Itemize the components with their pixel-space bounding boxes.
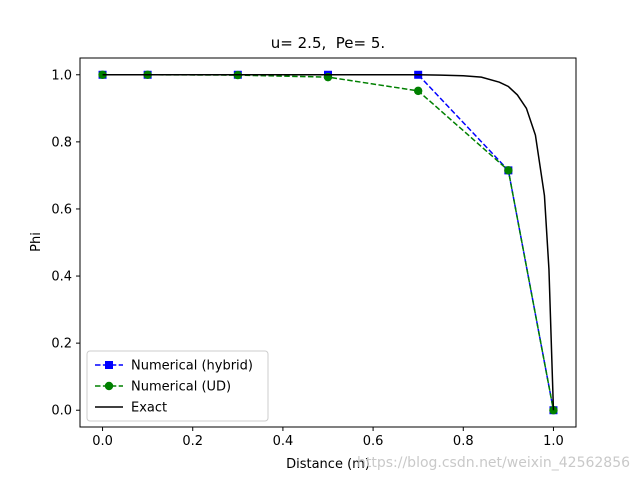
x-tick-label: 0.6: [363, 434, 384, 449]
axes-layer: 0.0 0.2 0.4 0.6 0.8 1.0 0.0 0.2 0.4 0.6 0.8 1.0: [51, 57, 577, 449]
legend-label: Numerical (UD): [131, 380, 231, 395]
x-tick-label: 0.2: [182, 434, 203, 449]
series-layer: [98, 70, 558, 415]
watermark-text: https://blog.csdn.net/weixin_42562856: [357, 455, 630, 471]
x-tick-label: 0.0: [92, 434, 113, 449]
y-tick-label: 0.2: [51, 337, 72, 352]
plot-frame: [79, 57, 577, 428]
legend-marker-circle: [104, 381, 114, 391]
legend-label: Numerical (hybrid): [131, 359, 253, 374]
y-tick-label: 1.0: [51, 68, 72, 83]
series-2: [102, 74, 555, 411]
y-axis-label: Phi: [29, 232, 44, 252]
series-line-2: [102, 74, 555, 411]
x-tick-label: 0.8: [453, 434, 474, 449]
data-point-circle: [504, 166, 513, 175]
legend: Numerical (hybrid) Numerical (UD) Exact: [86, 350, 269, 422]
x-axis-label: Distance (m): [286, 457, 370, 472]
chart-title: u= 2.5, Pe= 5.: [271, 34, 385, 52]
data-point-circle: [413, 86, 423, 96]
legend-marker-square: [105, 361, 113, 369]
x-tick-label: 0.4: [273, 434, 294, 449]
y-tick-label: 0.6: [51, 202, 72, 217]
legend-box: [86, 350, 269, 422]
series-1: [98, 70, 558, 415]
y-tick-label: 0.4: [51, 270, 72, 285]
legend-label: Exact: [131, 401, 167, 416]
data-point-circle: [98, 70, 107, 79]
y-tick-label: 0.8: [51, 135, 72, 150]
y-tick-label: 0.0: [51, 404, 72, 419]
x-tick-label: 1.0: [543, 434, 564, 449]
